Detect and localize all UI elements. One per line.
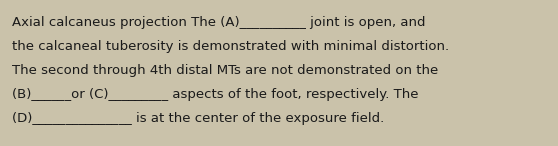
Text: (B)______or (C)_________ aspects of the foot, respectively. The: (B)______or (C)_________ aspects of the … — [12, 88, 418, 101]
Text: (D)_______________ is at the center of the exposure field.: (D)_______________ is at the center of t… — [12, 112, 384, 125]
Text: The second through 4th distal MTs are not demonstrated on the: The second through 4th distal MTs are no… — [12, 64, 438, 77]
Text: Axial calcaneus projection The (A)__________ joint is open, and: Axial calcaneus projection The (A)______… — [12, 16, 426, 29]
Text: the calcaneal tuberosity is demonstrated with minimal distortion.: the calcaneal tuberosity is demonstrated… — [12, 40, 449, 53]
